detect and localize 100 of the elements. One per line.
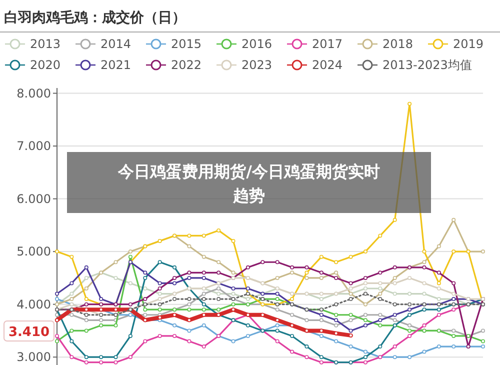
point [436, 297, 441, 302]
point [158, 308, 162, 312]
point [202, 344, 206, 349]
point [172, 334, 177, 338]
point [231, 286, 236, 290]
point [246, 334, 250, 338]
point [172, 297, 177, 302]
legend-label: 2019 [453, 37, 484, 51]
point [436, 312, 441, 317]
point [202, 270, 206, 275]
point [304, 265, 309, 270]
point [216, 260, 221, 264]
point [275, 328, 280, 333]
point [231, 302, 236, 306]
point [348, 328, 353, 333]
point [172, 276, 177, 280]
point [392, 318, 397, 322]
point [128, 281, 132, 286]
point [334, 276, 338, 280]
point [216, 292, 221, 296]
point [363, 350, 368, 354]
point [99, 297, 104, 302]
point [436, 270, 441, 275]
point [304, 276, 309, 280]
point [452, 250, 456, 254]
point [363, 318, 368, 322]
point [260, 260, 265, 264]
point [378, 312, 382, 317]
point [143, 297, 148, 302]
point [172, 323, 177, 328]
point [363, 286, 368, 290]
point [202, 292, 206, 296]
point [481, 344, 485, 349]
point [436, 244, 441, 248]
legend-label: 2014 [100, 37, 132, 51]
annotation: 今日鸡蛋费用期货/今日鸡蛋期货实时趋势 [117, 162, 380, 205]
point [481, 328, 485, 333]
point [334, 318, 338, 322]
point [348, 254, 353, 259]
point [55, 334, 59, 338]
point [114, 260, 118, 264]
point [290, 350, 294, 354]
point [334, 323, 338, 328]
point [290, 334, 294, 338]
point [363, 302, 368, 306]
point [202, 323, 206, 328]
point [392, 344, 397, 349]
point [408, 328, 412, 333]
point [55, 250, 59, 254]
point [319, 270, 324, 275]
point [158, 334, 162, 338]
point [99, 360, 104, 364]
point [84, 318, 88, 322]
point [114, 323, 118, 328]
point [422, 260, 426, 264]
point [304, 344, 309, 349]
legend-label: 2020 [30, 58, 61, 72]
point [55, 312, 59, 317]
point [128, 355, 132, 360]
point [172, 265, 177, 270]
line-series [55, 308, 353, 338]
point [202, 297, 206, 302]
point [452, 308, 456, 312]
point [408, 323, 412, 328]
legend-label: 2023 [242, 58, 272, 72]
point [275, 318, 280, 322]
point [363, 355, 368, 360]
text: 3.410 [8, 325, 50, 340]
point [158, 297, 162, 302]
point [158, 302, 162, 306]
point [319, 360, 324, 364]
point [392, 276, 397, 280]
point [392, 265, 397, 270]
point [422, 265, 426, 270]
point [422, 350, 426, 354]
point [363, 276, 368, 280]
point [99, 318, 104, 322]
point [436, 344, 441, 349]
point [246, 297, 250, 302]
point [334, 302, 338, 306]
legend-label: 2018 [382, 37, 414, 51]
point [348, 344, 353, 349]
legend-label: 2024 [312, 58, 343, 72]
point [70, 339, 74, 344]
point [392, 218, 397, 222]
point [231, 239, 236, 244]
point [290, 270, 294, 275]
point [216, 286, 221, 290]
point [334, 260, 338, 264]
point [84, 312, 88, 317]
point [348, 333, 353, 338]
point [319, 318, 324, 322]
point [392, 302, 397, 306]
point [392, 292, 397, 296]
point [378, 286, 382, 290]
point [84, 265, 88, 270]
point [422, 323, 426, 328]
point [275, 323, 280, 328]
point [275, 260, 280, 264]
point [231, 292, 236, 296]
